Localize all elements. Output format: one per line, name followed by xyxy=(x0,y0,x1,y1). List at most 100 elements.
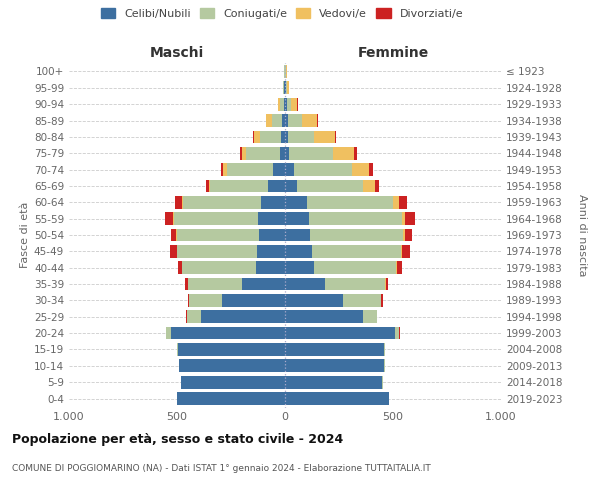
Bar xyxy=(285,360,385,372)
Bar xyxy=(261,196,285,208)
Bar xyxy=(258,212,285,225)
Bar xyxy=(209,180,211,192)
Bar xyxy=(309,212,401,225)
Bar xyxy=(259,228,285,241)
Bar xyxy=(369,163,373,176)
Bar xyxy=(285,392,389,405)
Bar xyxy=(285,147,289,160)
Bar xyxy=(285,114,287,127)
Bar xyxy=(400,196,407,208)
Bar xyxy=(283,82,284,94)
Legend: Celibi/Nubili, Coniugati/e, Vedovi/e, Divorziati/e: Celibi/Nubili, Coniugati/e, Vedovi/e, Di… xyxy=(101,8,463,19)
Bar xyxy=(280,98,284,110)
Bar xyxy=(312,245,401,258)
Bar xyxy=(177,245,257,258)
Bar xyxy=(181,376,285,388)
Text: Femmine: Femmine xyxy=(358,46,428,60)
Bar xyxy=(170,245,176,258)
Bar xyxy=(289,147,332,160)
Bar xyxy=(382,294,383,307)
Bar xyxy=(182,196,184,208)
Bar xyxy=(332,147,354,160)
Bar xyxy=(242,278,285,290)
Bar xyxy=(272,114,283,127)
Bar xyxy=(287,114,302,127)
Bar xyxy=(395,326,400,340)
Bar xyxy=(302,114,317,127)
Bar xyxy=(268,180,285,192)
Bar xyxy=(363,180,374,192)
Bar xyxy=(285,228,310,241)
Bar xyxy=(314,262,396,274)
Bar xyxy=(177,228,259,241)
Bar xyxy=(363,310,377,323)
Bar xyxy=(343,294,381,307)
Bar xyxy=(285,310,363,323)
Bar xyxy=(285,82,286,94)
Bar xyxy=(405,228,412,241)
Bar xyxy=(354,147,357,160)
Bar xyxy=(174,212,258,225)
Bar xyxy=(405,212,415,225)
Bar xyxy=(177,343,178,356)
Bar xyxy=(242,147,246,160)
Bar xyxy=(240,147,242,160)
Text: Maschi: Maschi xyxy=(150,46,204,60)
Text: COMUNE DI POGGIOMARINO (NA) - Dati ISTAT 1° gennaio 2024 - Elaborazione TUTTAITA: COMUNE DI POGGIOMARINO (NA) - Dati ISTAT… xyxy=(12,464,431,473)
Text: Popolazione per età, sesso e stato civile - 2024: Popolazione per età, sesso e stato civil… xyxy=(12,432,343,446)
Bar xyxy=(297,180,363,192)
Bar xyxy=(187,310,201,323)
Bar xyxy=(286,82,287,94)
Bar xyxy=(285,262,314,274)
Bar xyxy=(287,98,290,110)
Bar xyxy=(173,212,174,225)
Bar xyxy=(223,163,227,176)
Bar xyxy=(179,360,285,372)
Bar xyxy=(397,262,401,274)
Bar xyxy=(246,147,280,160)
Bar xyxy=(253,130,254,143)
Bar xyxy=(285,326,395,340)
Bar xyxy=(285,294,343,307)
Bar xyxy=(335,130,337,143)
Bar xyxy=(175,196,182,208)
Bar xyxy=(177,392,285,405)
Bar xyxy=(374,180,379,192)
Bar xyxy=(206,180,209,192)
Bar xyxy=(280,147,285,160)
Bar xyxy=(178,262,182,274)
Bar xyxy=(266,114,272,127)
Bar xyxy=(288,130,314,143)
Bar xyxy=(317,114,318,127)
Bar xyxy=(285,180,297,192)
Y-axis label: Anni di nascita: Anni di nascita xyxy=(577,194,587,276)
Bar xyxy=(285,245,312,258)
Bar xyxy=(285,278,325,290)
Bar xyxy=(393,196,400,208)
Bar xyxy=(396,262,397,274)
Bar xyxy=(325,278,385,290)
Bar xyxy=(189,294,223,307)
Bar xyxy=(352,163,369,176)
Bar xyxy=(260,130,281,143)
Bar xyxy=(310,228,403,241)
Bar xyxy=(285,98,287,110)
Bar xyxy=(256,262,285,274)
Bar xyxy=(257,245,285,258)
Bar xyxy=(293,163,352,176)
Bar xyxy=(285,212,309,225)
Bar xyxy=(403,228,405,241)
Bar xyxy=(184,196,261,208)
Bar xyxy=(201,310,285,323)
Bar xyxy=(285,196,307,208)
Bar xyxy=(223,294,285,307)
Bar xyxy=(285,376,382,388)
Bar xyxy=(188,278,242,290)
Bar xyxy=(286,65,287,78)
Bar xyxy=(386,278,388,290)
Bar xyxy=(178,343,285,356)
Bar xyxy=(221,163,223,176)
Bar xyxy=(290,98,297,110)
Bar xyxy=(185,278,188,290)
Bar xyxy=(170,326,285,340)
